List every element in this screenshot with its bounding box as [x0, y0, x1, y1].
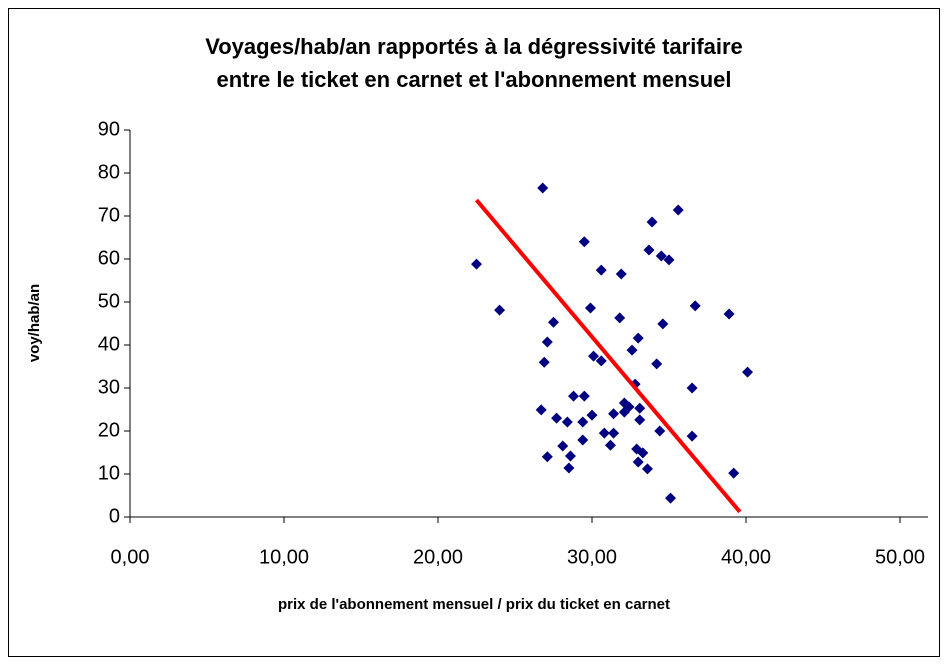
data-point	[672, 204, 684, 216]
y-tick-label: 80	[98, 161, 120, 183]
data-point	[651, 358, 663, 370]
data-point	[663, 254, 675, 266]
data-point	[537, 182, 549, 194]
data-point	[608, 427, 620, 439]
data-point	[577, 434, 589, 446]
trend-line	[474, 198, 742, 514]
data-point	[634, 402, 646, 414]
data-point	[541, 336, 553, 348]
data-point	[643, 244, 655, 256]
x-tick-label: 10,00	[259, 546, 309, 568]
y-tick-label: 30	[98, 376, 120, 398]
x-tick-label: 0,00	[111, 546, 150, 568]
data-point	[641, 463, 653, 475]
x-tick-label: 20,00	[413, 546, 463, 568]
chart-border	[8, 8, 940, 657]
y-axis-label: voy/hab/an	[26, 284, 43, 362]
y-tick-label: 50	[98, 290, 120, 312]
x-axis-label: prix de l'abonnement mensuel / prix du t…	[278, 596, 670, 613]
y-tick-label: 20	[98, 419, 120, 441]
y-tick-label: 0	[109, 505, 120, 527]
chart-subtitle: entre le ticket en carnet et l'abonnemen…	[216, 67, 731, 92]
x-tick-label: 40,00	[721, 546, 771, 568]
data-point	[551, 412, 563, 424]
data-point	[632, 332, 644, 344]
data-point	[538, 356, 550, 368]
data-point	[584, 302, 596, 314]
data-point	[626, 344, 638, 356]
data-point	[471, 258, 482, 270]
data-point	[728, 467, 740, 479]
data-point	[548, 316, 559, 328]
data-point	[632, 456, 644, 468]
data-point	[586, 409, 598, 421]
x-tick-label: 30,00	[567, 546, 617, 568]
data-point	[689, 300, 701, 312]
data-point	[686, 382, 698, 394]
data-point	[742, 366, 754, 378]
y-tick-label: 70	[98, 204, 120, 226]
y-tick-label: 10	[98, 462, 120, 484]
data-point	[686, 430, 698, 442]
data-point	[655, 250, 667, 262]
data-point	[588, 350, 600, 362]
data-point	[615, 268, 627, 280]
data-point	[723, 308, 735, 320]
data-point	[634, 414, 646, 426]
data-point	[665, 492, 677, 504]
data-point	[654, 425, 666, 437]
x-tick-label: 50,00	[875, 546, 925, 568]
data-point	[598, 427, 610, 439]
y-tick-label: 90	[98, 118, 120, 140]
data-point	[623, 401, 635, 413]
data-point	[646, 216, 658, 228]
data-point	[578, 390, 590, 402]
data-point	[604, 439, 616, 451]
data-point	[494, 304, 506, 316]
data-point	[535, 404, 547, 416]
data-point	[564, 450, 576, 462]
data-point	[595, 355, 607, 367]
data-point	[563, 462, 575, 474]
data-point	[657, 318, 669, 330]
y-tick-label: 40	[98, 333, 120, 355]
data-point	[568, 390, 580, 402]
y-tick-label: 60	[98, 247, 120, 269]
data-point	[614, 312, 626, 324]
data-point	[541, 451, 553, 463]
data-point	[578, 236, 590, 248]
data-point	[577, 416, 589, 428]
data-point	[608, 408, 620, 420]
chart-title: Voyages/hab/an rapportés à la dégressivi…	[205, 34, 743, 59]
data-point	[557, 440, 569, 452]
data-point	[595, 264, 607, 276]
data-point	[561, 416, 573, 428]
data-point	[637, 447, 649, 459]
